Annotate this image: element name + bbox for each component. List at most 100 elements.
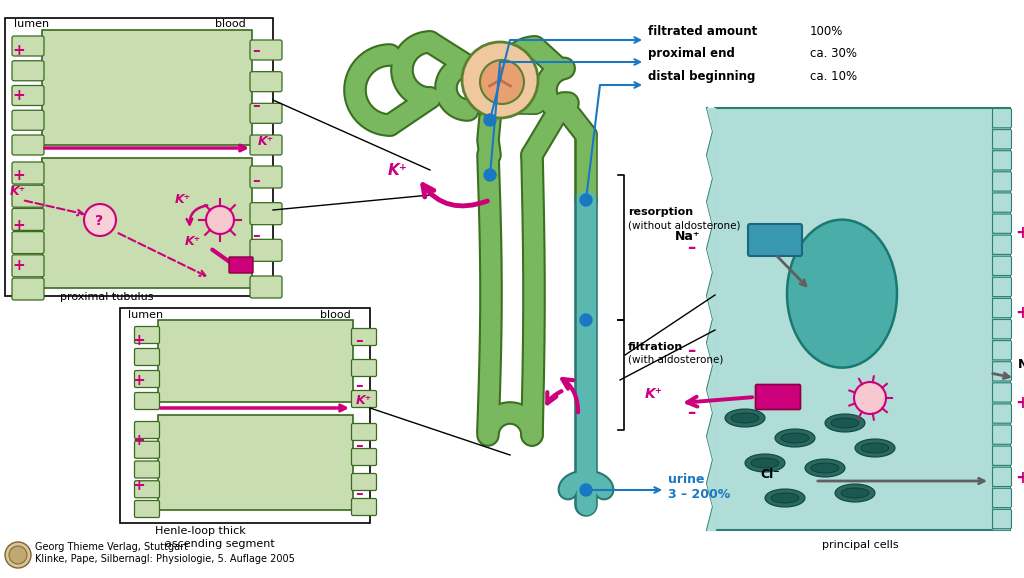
FancyBboxPatch shape xyxy=(351,449,377,465)
FancyBboxPatch shape xyxy=(250,166,282,188)
Text: –: – xyxy=(252,228,260,243)
Ellipse shape xyxy=(787,220,897,368)
FancyBboxPatch shape xyxy=(992,298,1012,318)
FancyBboxPatch shape xyxy=(250,72,282,92)
Text: +: + xyxy=(12,168,25,183)
Text: –: – xyxy=(355,486,362,501)
Text: lumen: lumen xyxy=(128,310,163,320)
FancyBboxPatch shape xyxy=(351,391,377,407)
FancyBboxPatch shape xyxy=(351,328,377,346)
FancyBboxPatch shape xyxy=(134,392,160,409)
FancyBboxPatch shape xyxy=(134,481,160,498)
FancyBboxPatch shape xyxy=(12,278,44,300)
FancyBboxPatch shape xyxy=(992,214,1012,234)
FancyBboxPatch shape xyxy=(992,235,1012,254)
FancyBboxPatch shape xyxy=(992,404,1012,423)
Circle shape xyxy=(206,206,234,234)
Text: –: – xyxy=(252,98,260,113)
Text: +: + xyxy=(1015,304,1024,322)
Text: distal beginning: distal beginning xyxy=(648,70,756,83)
FancyBboxPatch shape xyxy=(992,383,1012,402)
FancyBboxPatch shape xyxy=(250,276,282,298)
FancyBboxPatch shape xyxy=(134,370,160,387)
FancyBboxPatch shape xyxy=(134,441,160,458)
FancyBboxPatch shape xyxy=(351,498,377,516)
Text: K⁺: K⁺ xyxy=(258,135,274,148)
Ellipse shape xyxy=(751,458,779,468)
Text: +: + xyxy=(1015,394,1024,412)
Text: 3 – 200%: 3 – 200% xyxy=(668,488,730,501)
Text: +: + xyxy=(12,258,25,273)
Text: –: – xyxy=(252,173,260,188)
Ellipse shape xyxy=(731,413,759,423)
Bar xyxy=(42,30,252,145)
FancyBboxPatch shape xyxy=(134,421,160,439)
Text: +: + xyxy=(1015,469,1024,487)
FancyBboxPatch shape xyxy=(12,162,44,184)
Text: Na⁺: Na⁺ xyxy=(1018,358,1024,371)
FancyBboxPatch shape xyxy=(12,61,44,81)
Text: –: – xyxy=(355,438,362,453)
FancyBboxPatch shape xyxy=(12,185,44,207)
Text: ca. 10%: ca. 10% xyxy=(810,70,857,83)
Bar xyxy=(42,158,252,288)
FancyBboxPatch shape xyxy=(229,257,253,273)
Text: principal cells: principal cells xyxy=(822,540,899,550)
Text: ?: ? xyxy=(95,214,103,228)
Ellipse shape xyxy=(811,463,839,473)
Text: Henle-loop thick: Henle-loop thick xyxy=(155,526,246,536)
Ellipse shape xyxy=(825,414,865,432)
Circle shape xyxy=(84,204,116,236)
Circle shape xyxy=(854,382,886,414)
Text: Klinke, Pape, Silbernagl: Physiologie, 5. Auflage 2005: Klinke, Pape, Silbernagl: Physiologie, 5… xyxy=(35,554,295,564)
FancyBboxPatch shape xyxy=(992,256,1012,276)
Ellipse shape xyxy=(805,459,845,477)
Text: blood: blood xyxy=(215,19,246,29)
FancyBboxPatch shape xyxy=(134,349,160,365)
Text: +: + xyxy=(12,88,25,103)
Ellipse shape xyxy=(781,433,809,443)
Text: lumen: lumen xyxy=(14,19,49,29)
FancyBboxPatch shape xyxy=(134,501,160,517)
FancyBboxPatch shape xyxy=(12,36,44,56)
FancyBboxPatch shape xyxy=(756,384,801,409)
Text: K⁺: K⁺ xyxy=(175,193,191,206)
Ellipse shape xyxy=(765,489,805,507)
FancyBboxPatch shape xyxy=(12,255,44,277)
Text: –: – xyxy=(355,378,362,393)
Text: –: – xyxy=(687,404,695,422)
FancyBboxPatch shape xyxy=(992,425,1012,444)
Text: (without aldosterone): (without aldosterone) xyxy=(628,220,740,230)
Circle shape xyxy=(9,546,27,564)
Text: urine: urine xyxy=(668,473,705,486)
FancyBboxPatch shape xyxy=(992,109,1012,128)
Text: filtration: filtration xyxy=(628,342,683,352)
Bar xyxy=(158,320,353,402)
Text: blood: blood xyxy=(319,310,351,320)
FancyBboxPatch shape xyxy=(250,135,282,155)
Text: +: + xyxy=(132,478,144,493)
FancyBboxPatch shape xyxy=(250,103,282,123)
FancyBboxPatch shape xyxy=(12,110,44,130)
FancyBboxPatch shape xyxy=(351,424,377,440)
Text: Na⁺: Na⁺ xyxy=(675,230,700,243)
Bar xyxy=(5,18,273,296)
Ellipse shape xyxy=(861,443,889,453)
FancyBboxPatch shape xyxy=(12,86,44,106)
Ellipse shape xyxy=(745,454,785,472)
FancyBboxPatch shape xyxy=(992,446,1012,465)
FancyBboxPatch shape xyxy=(748,224,802,256)
Text: –: – xyxy=(687,342,695,360)
Bar xyxy=(120,308,370,523)
Bar xyxy=(992,108,1010,530)
FancyBboxPatch shape xyxy=(12,232,44,254)
Circle shape xyxy=(580,314,592,326)
Ellipse shape xyxy=(855,439,895,457)
Ellipse shape xyxy=(841,488,869,498)
Text: K⁺: K⁺ xyxy=(645,387,664,401)
Circle shape xyxy=(484,114,496,126)
Circle shape xyxy=(580,194,592,206)
FancyBboxPatch shape xyxy=(134,327,160,343)
FancyBboxPatch shape xyxy=(992,129,1012,149)
FancyBboxPatch shape xyxy=(992,488,1012,507)
